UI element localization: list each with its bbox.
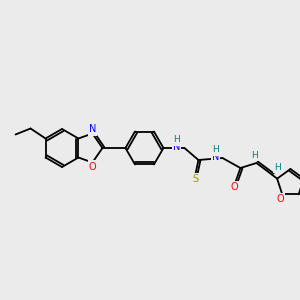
Text: H: H [251,151,258,160]
Text: N: N [173,142,180,152]
Text: N: N [89,124,96,134]
Text: N: N [212,152,219,162]
Text: S: S [192,174,199,184]
Text: O: O [276,194,284,204]
Text: H: H [212,146,219,154]
Text: O: O [88,161,96,172]
Text: H: H [173,136,180,145]
Text: H: H [274,163,281,172]
Text: O: O [231,182,238,192]
